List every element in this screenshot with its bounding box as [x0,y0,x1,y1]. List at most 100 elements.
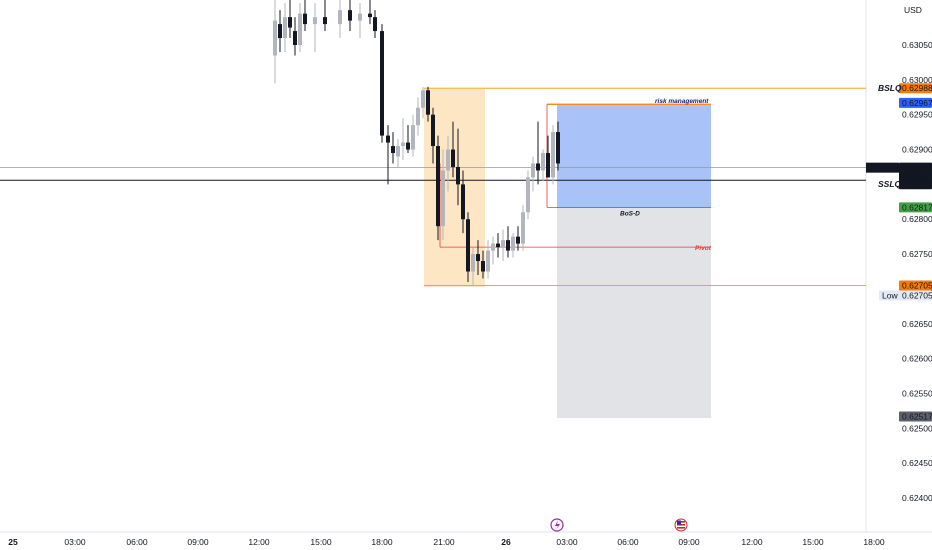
symbol-tag-box[interactable] [866,162,899,173]
candle-body [556,132,560,164]
price-tag-value: 0.62967 [902,98,932,108]
time-tick-label: 03:00 [556,537,578,547]
price-tick-label: 0.62550 [902,388,932,398]
candle-body [358,13,362,21]
price-tag-value: 0.62517 [902,411,932,421]
price-tick-label: 0.62750 [902,249,932,259]
price-tick-label: 0.62900 [902,145,932,155]
time-tick-label: 12:00 [741,537,763,547]
candle-body [496,243,500,248]
low-tag-label: Low [882,290,898,300]
price-tag-box[interactable] [899,97,932,108]
risk-management-label[interactable]: risk management [655,98,709,105]
time-tick-label: 15:00 [310,537,332,547]
candle-body [293,31,297,45]
profit-zone[interactable] [557,105,711,208]
price-tag-box[interactable] [899,202,932,213]
candle-body [446,149,450,171]
candle-body [386,135,390,143]
candle-body [288,17,292,28]
time-tick-label: 15:00 [802,537,824,547]
time-tick-label: 18:00 [863,537,885,547]
candle-body [411,125,415,150]
candle-body [461,184,465,220]
candle-body [466,219,470,272]
drawing-zones [424,89,711,418]
price-tick-label: 0.62650 [902,319,932,329]
price-tick-label: 0.63000 [902,75,932,85]
price-tick-label: 0.62400 [902,493,932,503]
time-tick-label: 21:00 [433,537,455,547]
candle-body [416,107,420,126]
price-tick-label: 0.62450 [902,458,932,468]
candle-body [421,90,425,108]
candle-body [406,142,410,150]
us-flag-icon[interactable] [674,518,688,532]
candle-body [426,90,430,115]
candle-body [323,17,327,25]
candle-body [391,146,395,154]
price-tag-box[interactable] [899,290,932,301]
price-tick-label: 0.63050 [902,40,932,50]
candle-body [431,114,435,147]
candle-body [541,153,545,171]
time-tick-label: 12:00 [248,537,270,547]
bos-label[interactable]: BoS-D [620,210,640,217]
candle-body [283,17,287,39]
price-tag-value: 0.62988 [902,83,932,93]
candle-body [521,212,525,244]
price-axis[interactable]: 0.630500.630000.629500.629000.628500.628… [865,0,932,532]
price-tag-value: 0.62856 [902,179,932,189]
pivot-label[interactable]: Pivot [695,245,712,252]
price-tag-box[interactable] [899,280,932,291]
candle-body [303,13,307,25]
candle-body [491,243,495,251]
price-tag-value: 0.62874 [902,163,932,173]
price-tick-label: 0.62800 [902,214,932,224]
price-tick-label: 0.62600 [902,354,932,364]
candle-body [298,13,302,45]
candle-body [476,254,480,262]
candle-body [516,236,520,244]
price-tag-box[interactable] [899,83,932,94]
candle-body [441,170,445,227]
low-tag-box[interactable] [879,290,899,301]
candle-body [511,236,515,251]
level-tag-label: BSLQ [878,83,902,93]
candle-body [368,13,372,18]
candle-body [273,20,277,56]
candle-body [451,149,455,167]
price-tag-value: 0.62705 [902,290,932,300]
time-tick-label: 26 [501,537,511,547]
lightning-icon[interactable] [550,518,564,532]
candle-body [471,254,475,272]
candle-body [436,146,440,227]
time-axis[interactable]: 25 03:00 06:00 09:00 12:00 15:00 18:00 21:00 26 0… [0,531,932,547]
candle-body [506,240,510,251]
candle-body [338,10,342,25]
candle-body [456,166,460,185]
time-tick-label: 18:00 [371,537,393,547]
candle-body [401,142,405,147]
stop-zone[interactable] [557,208,711,418]
price-tag-box[interactable] [899,179,932,190]
time-tick-label: 06:00 [126,537,148,547]
candle-body [380,31,384,136]
candle-body [546,153,550,178]
price-tag-box[interactable] [899,411,932,422]
candle-body [278,24,282,39]
candle-body [501,240,505,248]
level-tag-label: SSLQ [878,179,902,189]
time-tick-label: 09:00 [678,537,700,547]
price-tag-box[interactable] [899,162,932,181]
candle-body [551,132,555,178]
candle-body [526,177,530,213]
price-tag-value: 0.62817 [902,202,932,212]
symbol-tag-label: AUDUSD [869,163,905,173]
time-tick-label: 09:00 [187,537,209,547]
price-tick-label: 0.62950 [902,110,932,120]
candle-body [531,163,535,178]
currency-label: USD [904,5,922,15]
